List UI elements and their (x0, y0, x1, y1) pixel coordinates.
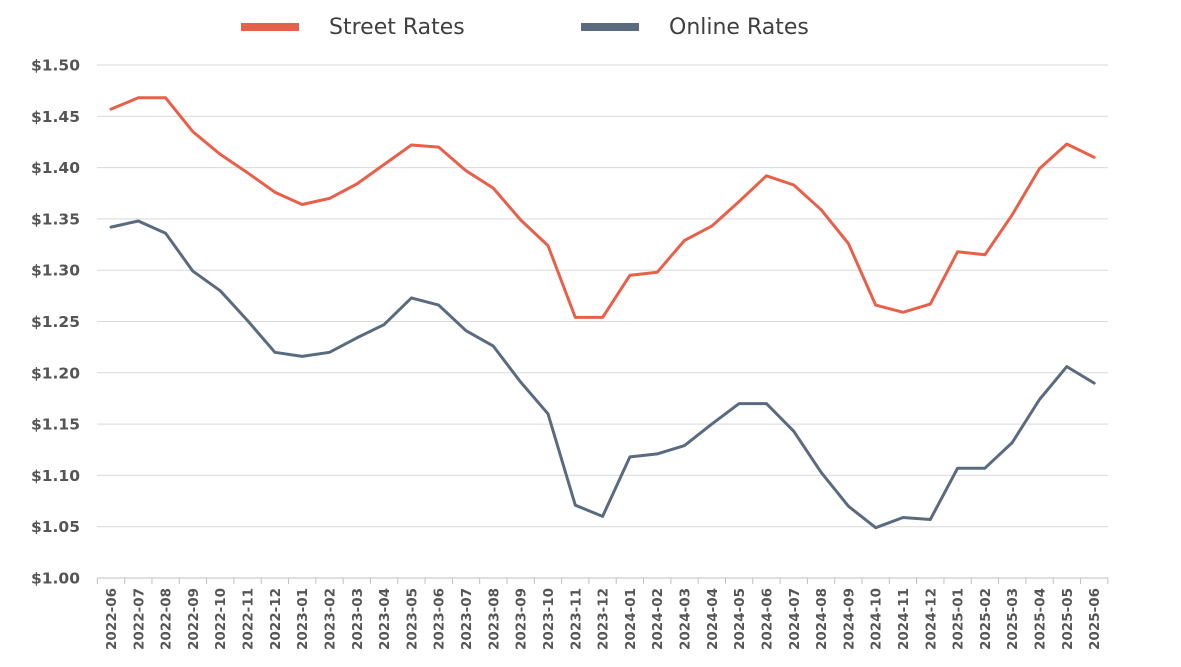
x-tick-label: 2024-04 (705, 588, 721, 650)
y-tick-label: $1.15 (31, 416, 80, 434)
x-tick-label: 2022-12 (268, 588, 284, 650)
x-tick-label: 2025-06 (1087, 588, 1103, 650)
x-tick-label: 2023-10 (541, 588, 557, 650)
y-tick-label: $1.05 (31, 518, 80, 536)
x-tick-label: 2024-01 (623, 588, 639, 650)
series-lines (109, 96, 1096, 530)
y-tick-label: $1.35 (31, 210, 80, 228)
x-tick-label: 2023-07 (459, 588, 475, 650)
x-tick-label: 2023-08 (486, 588, 502, 650)
gridlines (97, 64, 1108, 579)
y-tick-label: $1.45 (31, 108, 80, 126)
x-tick-label: 2023-09 (514, 588, 530, 650)
legend: Street Rates Online Rates (241, 15, 809, 40)
x-tick-label: 2025-03 (1005, 588, 1021, 650)
x-tick-label: 2024-05 (732, 588, 748, 650)
x-tick-label: 2023-05 (404, 588, 420, 650)
x-tick-label: 2023-11 (568, 588, 584, 650)
x-tick-label: 2024-06 (759, 588, 775, 650)
x-tick-label: 2024-10 (869, 588, 885, 650)
x-tick-label: 2022-09 (186, 588, 202, 650)
y-tick-label: $1.10 (31, 467, 80, 485)
x-tick-label: 2024-02 (650, 588, 666, 650)
x-tick-label: 2024-12 (923, 588, 939, 650)
x-tick-label: 2022-06 (104, 588, 120, 650)
x-tick-label: 2025-01 (951, 588, 967, 650)
x-tick-label: 2024-09 (841, 588, 857, 650)
legend-label-street-rates: Street Rates (329, 15, 465, 40)
x-tick-label: 2023-04 (377, 588, 393, 650)
x-tick-label: 2022-10 (213, 588, 229, 650)
x-tick-label: 2022-08 (159, 588, 175, 650)
x-tick-label: 2024-07 (787, 588, 803, 650)
y-tick-label: $1.25 (31, 313, 80, 331)
x-tick-label: 2023-12 (596, 588, 612, 650)
y-tick-label: $1.50 (31, 57, 80, 75)
y-tick-label: $1.40 (31, 159, 80, 177)
y-tick-label: $1.30 (31, 262, 80, 280)
x-tick-label: 2025-05 (1060, 588, 1076, 650)
x-tick-label: 2024-11 (896, 588, 912, 650)
x-tick-label: 2023-02 (322, 588, 338, 650)
x-axis-ticks: 2022-06 2022-07 2022-08 2022-09 2022-10 2022-… (96, 578, 1109, 650)
y-tick-label: $1.20 (31, 364, 80, 382)
x-tick-label: 2024-08 (814, 588, 830, 650)
y-tick-label: $1.00 (31, 570, 80, 588)
legend-swatch-online-rates (581, 23, 639, 31)
x-tick-label: 2025-02 (978, 588, 994, 650)
x-tick-label: 2023-01 (295, 588, 311, 650)
series-line-street-rates (109, 96, 1096, 319)
x-tick-label: 2025-04 (1033, 588, 1049, 650)
x-tick-label: 2022-11 (241, 588, 257, 650)
series-line-online-rates (109, 219, 1096, 530)
y-axis-ticks: $1.00 $1.05 $1.10 $1.15 $1.20 $1.25 $1.30 $1.35… (31, 57, 80, 588)
legend-label-online-rates: Online Rates (669, 15, 809, 40)
legend-swatch-street-rates (241, 23, 299, 31)
x-tick-label: 2023-03 (350, 588, 366, 650)
x-tick-label: 2024-03 (678, 588, 694, 650)
x-tick-label: 2022-07 (131, 588, 147, 650)
x-tick-label: 2023-06 (432, 588, 448, 650)
